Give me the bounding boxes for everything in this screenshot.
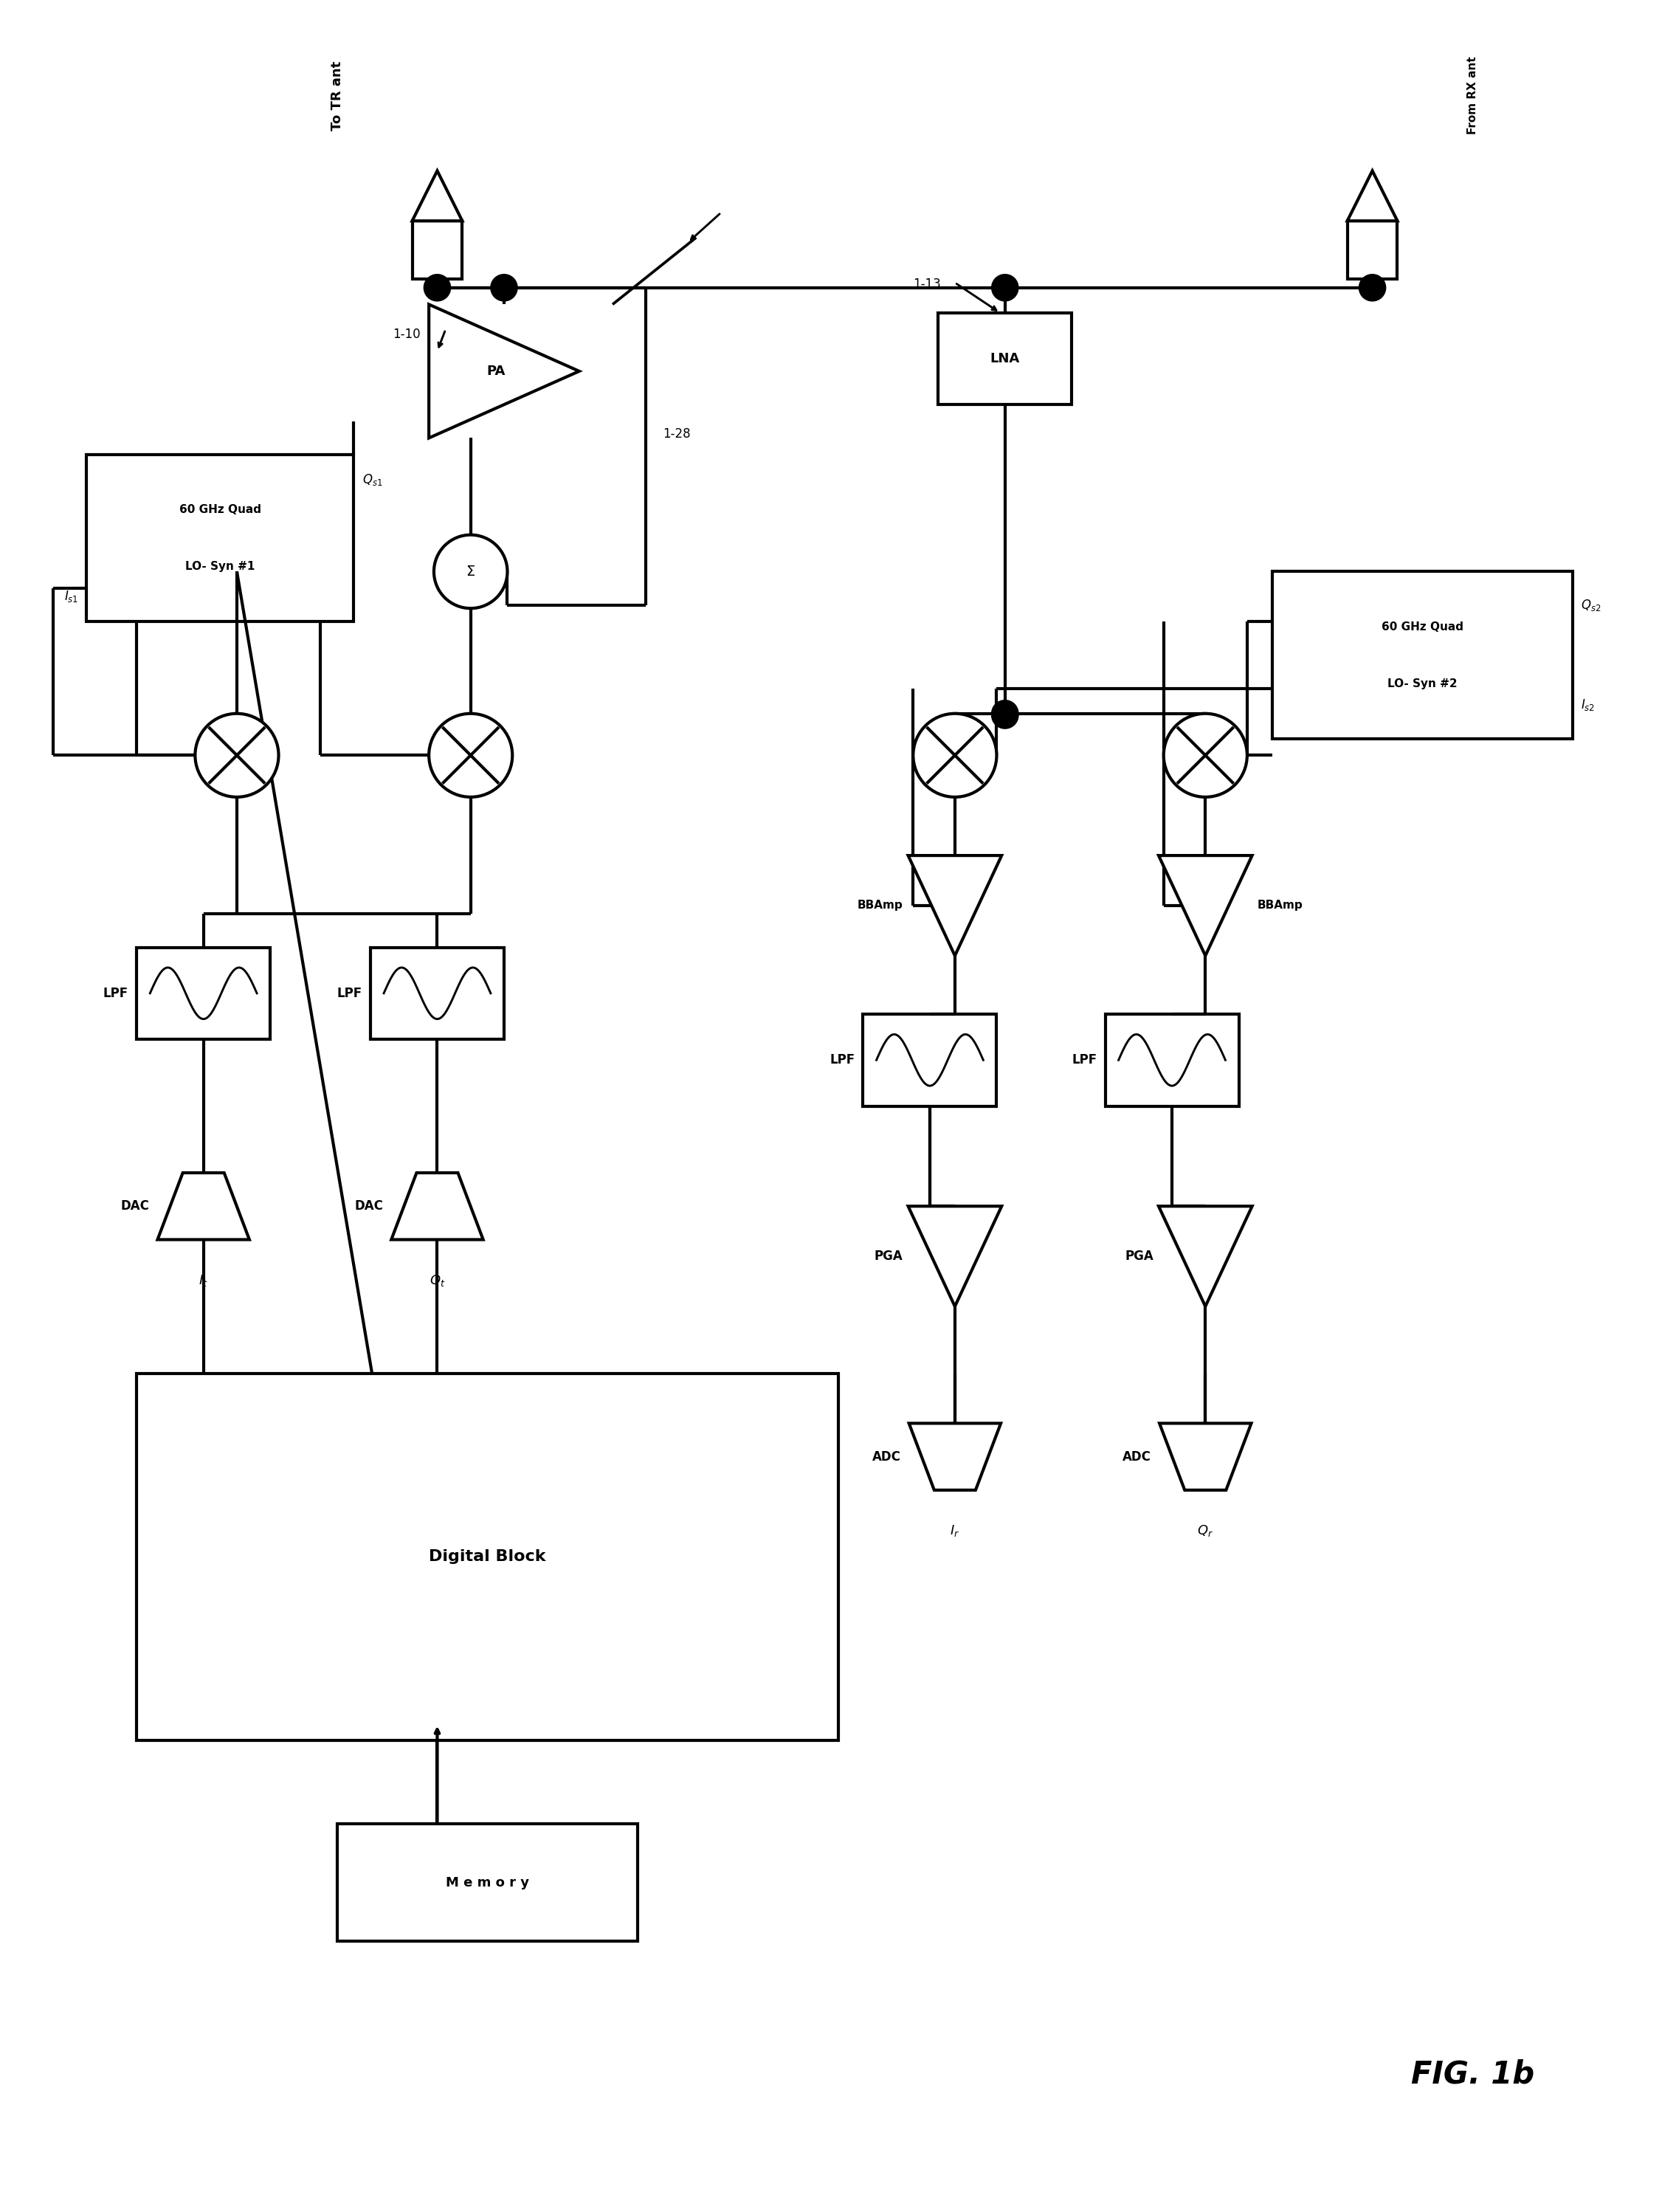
Bar: [137, 947, 270, 1040]
Circle shape: [434, 535, 508, 608]
Polygon shape: [1348, 170, 1398, 221]
Polygon shape: [1158, 1206, 1252, 1307]
Circle shape: [1359, 274, 1386, 301]
Polygon shape: [391, 1172, 483, 1239]
Text: FIG. 1b: FIG. 1b: [1411, 2059, 1534, 2090]
Polygon shape: [412, 170, 463, 221]
Text: LPF: LPF: [1071, 1053, 1096, 1066]
Bar: [1348, 221, 1398, 279]
Circle shape: [992, 701, 1019, 728]
Polygon shape: [429, 305, 580, 438]
Bar: [1104, 1013, 1239, 1106]
Text: PGA: PGA: [875, 1250, 903, 1263]
Bar: [137, 1374, 838, 1741]
Text: PA: PA: [486, 365, 504, 378]
Circle shape: [913, 714, 997, 796]
Text: LNA: LNA: [991, 352, 1019, 365]
Polygon shape: [1158, 856, 1252, 956]
Text: 60 GHz Quad: 60 GHz Quad: [1381, 622, 1463, 633]
Bar: [939, 312, 1071, 405]
Text: $Q_t$: $Q_t$: [429, 1272, 446, 1287]
Polygon shape: [908, 1422, 1001, 1491]
Circle shape: [1163, 714, 1247, 796]
Polygon shape: [1160, 1422, 1252, 1491]
Bar: [1272, 571, 1572, 739]
Text: $I_r$: $I_r$: [950, 1524, 960, 1537]
Bar: [412, 221, 463, 279]
Text: M e m o r y: M e m o r y: [446, 1876, 530, 1889]
Text: LO- Syn #1: LO- Syn #1: [186, 562, 255, 573]
Text: Digital Block: Digital Block: [429, 1551, 546, 1564]
Text: 1-10: 1-10: [392, 327, 421, 341]
Circle shape: [491, 274, 518, 301]
Circle shape: [194, 714, 278, 796]
Text: $I_{s1}$: $I_{s1}$: [64, 588, 79, 604]
Text: BBAmp: BBAmp: [1257, 900, 1302, 911]
Circle shape: [992, 274, 1019, 301]
Bar: [87, 456, 354, 622]
Bar: [863, 1013, 997, 1106]
Text: BBAmp: BBAmp: [858, 900, 903, 911]
Polygon shape: [908, 856, 1002, 956]
Text: $Q_{s2}$: $Q_{s2}$: [1580, 597, 1601, 613]
Text: 1-13: 1-13: [913, 276, 940, 290]
Text: From RX ant: From RX ant: [1466, 58, 1478, 135]
Text: 1-28: 1-28: [662, 427, 691, 440]
Circle shape: [992, 701, 1019, 728]
Text: DAC: DAC: [121, 1199, 149, 1212]
Bar: [337, 1825, 637, 1940]
Text: LO- Syn #2: LO- Syn #2: [1388, 677, 1458, 688]
Text: To TR ant: To TR ant: [330, 62, 344, 131]
Text: PGA: PGA: [1125, 1250, 1153, 1263]
Circle shape: [424, 274, 451, 301]
Circle shape: [429, 714, 513, 796]
Text: DAC: DAC: [354, 1199, 382, 1212]
Bar: [370, 947, 504, 1040]
Text: LPF: LPF: [104, 987, 129, 1000]
Text: 60 GHz Quad: 60 GHz Quad: [179, 504, 261, 515]
Text: $I_{s2}$: $I_{s2}$: [1580, 697, 1596, 712]
Text: ADC: ADC: [872, 1451, 900, 1464]
Text: LPF: LPF: [830, 1053, 855, 1066]
Polygon shape: [158, 1172, 250, 1239]
Text: $I_t$: $I_t$: [199, 1272, 208, 1287]
Text: $Q_r$: $Q_r$: [1197, 1524, 1213, 1537]
Polygon shape: [908, 1206, 1002, 1307]
Text: ADC: ADC: [1123, 1451, 1151, 1464]
Text: $\Sigma$: $\Sigma$: [466, 564, 476, 580]
Text: LPF: LPF: [337, 987, 362, 1000]
Text: $Q_{s1}$: $Q_{s1}$: [362, 473, 382, 487]
